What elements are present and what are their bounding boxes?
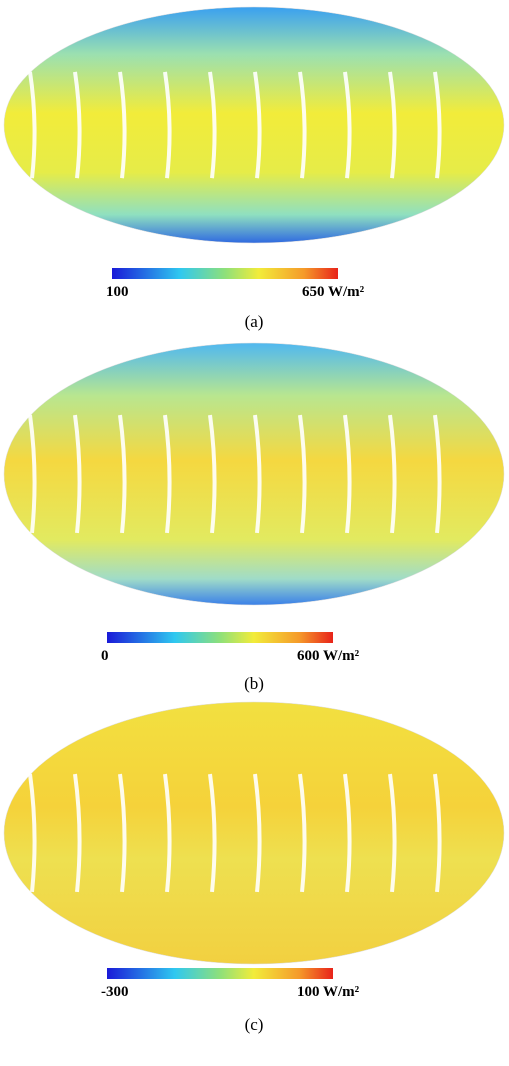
- colorbar-tick-label: 100 W/m²: [297, 984, 360, 1000]
- swath-gap: [28, 773, 37, 893]
- swath-gap: [343, 414, 352, 534]
- panel-label: (b): [244, 674, 264, 693]
- swath-gap: [163, 71, 172, 179]
- swath-gap: [253, 71, 262, 179]
- swath-gap: [118, 414, 127, 534]
- swath-gap: [298, 773, 307, 893]
- swath-gap: [163, 773, 172, 893]
- map: [3, 342, 505, 606]
- colorbar-tick-label: 650 W/m²: [302, 284, 365, 300]
- swath-gap: [388, 773, 397, 893]
- colorbar-tick-label: 600 W/m²: [297, 648, 360, 664]
- swath-gap: [433, 773, 442, 893]
- swath-gap: [73, 414, 82, 534]
- swath-gap: [118, 71, 127, 179]
- swath-gap: [253, 773, 262, 893]
- map: [3, 701, 505, 965]
- swath-gap: [298, 414, 307, 534]
- swath-gap: [28, 414, 37, 534]
- swath-gap: [118, 773, 127, 893]
- swath-gap: [298, 71, 307, 179]
- panel-label: (c): [245, 1015, 264, 1034]
- swath-gap: [163, 414, 172, 534]
- colorbar: [112, 268, 338, 279]
- swath-gap: [73, 773, 82, 893]
- colorbar-tick-label: -300: [101, 984, 129, 1000]
- colorbar: [107, 968, 333, 979]
- colorbar: [107, 632, 333, 643]
- swath-gap: [433, 414, 442, 534]
- swath-gap: [388, 71, 397, 179]
- swath-gap: [208, 71, 217, 179]
- swath-gap: [343, 71, 352, 179]
- colorbar-tick-label: 100: [106, 284, 129, 300]
- swath-gap: [208, 414, 217, 534]
- swath-gap: [388, 414, 397, 534]
- swath-gap: [73, 71, 82, 179]
- swath-gap: [433, 71, 442, 179]
- swath-gap: [208, 773, 217, 893]
- map: [3, 6, 505, 244]
- swath-gap: [253, 414, 262, 534]
- swath-gap: [28, 71, 37, 179]
- swath-gap: [343, 773, 352, 893]
- panel-label: (a): [245, 312, 264, 331]
- colorbar-tick-label: 0: [101, 648, 109, 664]
